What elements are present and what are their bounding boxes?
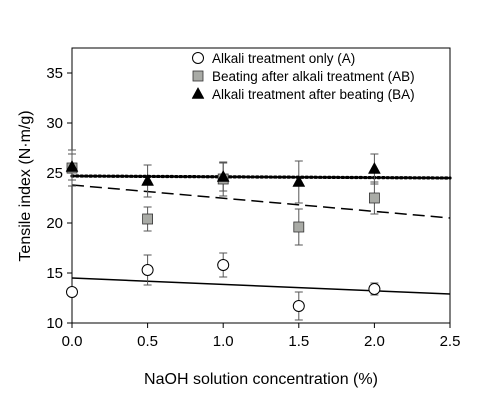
- trend-line-solid: [71, 277, 451, 295]
- point-beating-after-alkali: [142, 213, 154, 225]
- legend-label: Beating after alkali treatment (AB): [212, 69, 415, 84]
- legend-marker: [191, 86, 205, 99]
- x-tick-label: 1.5: [288, 333, 309, 350]
- point-alkali-after-beating: [216, 169, 230, 182]
- point-alkali-only: [292, 300, 305, 312]
- y-tick-label: 25: [46, 165, 63, 182]
- trend-line-dashed: [71, 184, 451, 219]
- y-tick-label: 30: [46, 115, 63, 132]
- point-alkali-only: [217, 259, 230, 271]
- x-tick-label: 0.5: [137, 333, 158, 350]
- point-alkali-after-beating: [65, 159, 79, 172]
- point-alkali-only: [368, 283, 381, 295]
- legend-item-alkali-after-beating: Alkali treatment after beating (BA): [191, 86, 415, 102]
- y-tick-label: 10: [46, 315, 63, 332]
- point-alkali-only: [66, 286, 78, 298]
- x-tick-label: 0.0: [62, 333, 83, 350]
- x-tick-label: 1.0: [213, 333, 234, 350]
- legend: Alkali treatment only (A) Beating after a…: [191, 51, 415, 102]
- y-tick-label: 15: [46, 265, 63, 282]
- point-alkali-after-beating: [367, 161, 381, 174]
- y-tick-label: 20: [46, 215, 63, 232]
- trend-line-dotted: [70, 174, 452, 180]
- legend-item-beating-after-alkali: Beating after alkali treatment (AB): [192, 69, 415, 84]
- legend-label: Alkali treatment only (A): [212, 51, 355, 66]
- legend-label: Alkali treatment after beating (BA): [212, 87, 415, 102]
- x-tick-label: 2.5: [440, 333, 461, 350]
- point-alkali-only: [141, 264, 154, 276]
- legend-marker: [192, 70, 204, 82]
- x-tick-label: 2.0: [364, 333, 385, 350]
- y-tick-label: 35: [46, 65, 63, 82]
- x-axis-title: NaOH solution concentration (%): [144, 371, 378, 388]
- point-alkali-after-beating: [141, 173, 155, 186]
- axis-ticks: 0.0 0.5 1.0 1.5 2.0 2.5 10 15 20 25 30 35: [46, 65, 460, 350]
- data-points: [65, 159, 381, 312]
- legend-item-alkali-only: Alkali treatment only (A): [192, 51, 355, 66]
- point-alkali-after-beating: [292, 174, 306, 187]
- point-beating-after-alkali: [368, 192, 380, 204]
- y-axis-title: Tensile index (N·m/g): [17, 110, 34, 261]
- point-beating-after-alkali: [293, 221, 305, 233]
- legend-marker: [192, 52, 204, 64]
- trend-lines: [70, 174, 452, 295]
